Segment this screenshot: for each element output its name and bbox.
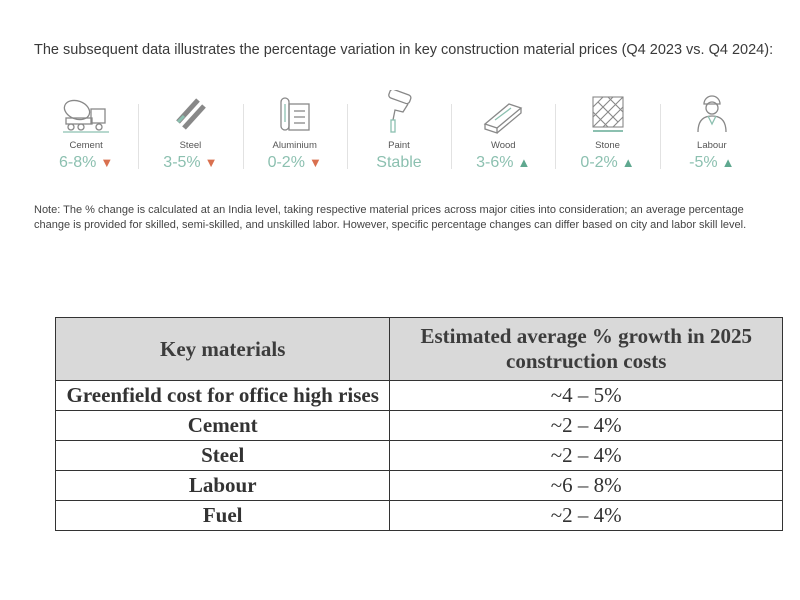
material-cell: Cement bbox=[54, 410, 391, 441]
material-label: Labour bbox=[697, 140, 727, 151]
material-label: Steel bbox=[179, 140, 202, 151]
material-wood: Wood 3-6% ▲ bbox=[451, 92, 555, 177]
growth-cell: ~2 – 4% bbox=[389, 440, 783, 471]
growth-cell: ~6 – 8% bbox=[389, 470, 783, 501]
trend-down-icon: ▼ bbox=[100, 155, 114, 170]
material-value: 0-2% bbox=[580, 154, 618, 171]
material-value: 0-2% bbox=[267, 154, 305, 171]
table-row: Labour ~6 – 8% bbox=[54, 470, 783, 501]
trend-up-icon: ▲ bbox=[621, 155, 635, 170]
material-value: -5% bbox=[689, 154, 718, 171]
material-stone: Stone 0-2% ▲ bbox=[555, 92, 659, 177]
material-value: Stable bbox=[376, 154, 422, 171]
stone-tile-icon bbox=[555, 92, 659, 134]
material-paint: Paint Stable bbox=[346, 90, 451, 177]
table-row: Fuel ~2 – 4% bbox=[54, 500, 783, 531]
steel-rods-icon bbox=[138, 92, 242, 134]
table-row: Greenfield cost for office high rises ~4 … bbox=[54, 380, 783, 411]
material-cement: Cement 6-8% ▼ bbox=[34, 92, 138, 177]
growth-table: Key materials Estimated average % growth… bbox=[54, 317, 783, 531]
column-header: Estimated average % growth in 2025 const… bbox=[389, 317, 783, 381]
table-row: Steel ~2 – 4% bbox=[54, 440, 783, 471]
trend-down-icon: ▼ bbox=[204, 155, 218, 170]
material-value: 3-5% bbox=[163, 154, 201, 171]
wood-plank-icon bbox=[451, 92, 555, 134]
aluminium-roll-icon bbox=[243, 92, 347, 134]
table-row: Cement ~2 – 4% bbox=[54, 410, 783, 441]
cement-mixer-icon bbox=[34, 92, 138, 134]
material-label: Paint bbox=[388, 140, 410, 151]
material-cell: Greenfield cost for office high rises bbox=[54, 380, 391, 411]
material-value: 3-6% bbox=[476, 154, 514, 171]
material-aluminium: Aluminium 0-2% ▼ bbox=[242, 92, 347, 177]
material-price-changes: Cement 6-8% ▼ Steel 3-5% ▼ Aluminium 0-2% ▼… bbox=[34, 90, 764, 177]
material-cell: Steel bbox=[54, 440, 391, 471]
table-header-row: Key materials Estimated average % growth… bbox=[54, 317, 783, 381]
note-text: Note: The % change is calculated at an I… bbox=[34, 204, 747, 231]
trend-up-icon: ▲ bbox=[517, 155, 531, 170]
worker-icon bbox=[660, 92, 764, 134]
material-label: Aluminium bbox=[272, 140, 317, 151]
trend-up-icon: ▲ bbox=[721, 155, 735, 170]
growth-cell: ~2 – 4% bbox=[389, 500, 783, 531]
material-label: Wood bbox=[490, 140, 516, 151]
paint-roller-icon bbox=[347, 90, 451, 134]
growth-cell: ~4 – 5% bbox=[389, 380, 783, 411]
growth-cell: ~2 – 4% bbox=[389, 410, 783, 441]
material-cell: Labour bbox=[54, 470, 391, 501]
material-label: Stone bbox=[595, 140, 620, 151]
material-value: 6-8% bbox=[59, 154, 97, 171]
material-steel: Steel 3-5% ▼ bbox=[138, 92, 242, 177]
intro-text: The subsequent data illustrates the perc… bbox=[34, 42, 774, 58]
material-label: Cement bbox=[69, 140, 103, 151]
trend-down-icon: ▼ bbox=[308, 155, 322, 170]
material-cell: Fuel bbox=[54, 500, 391, 531]
column-header: Key materials bbox=[54, 317, 391, 381]
material-labour: Labour -5% ▲ bbox=[659, 92, 764, 177]
